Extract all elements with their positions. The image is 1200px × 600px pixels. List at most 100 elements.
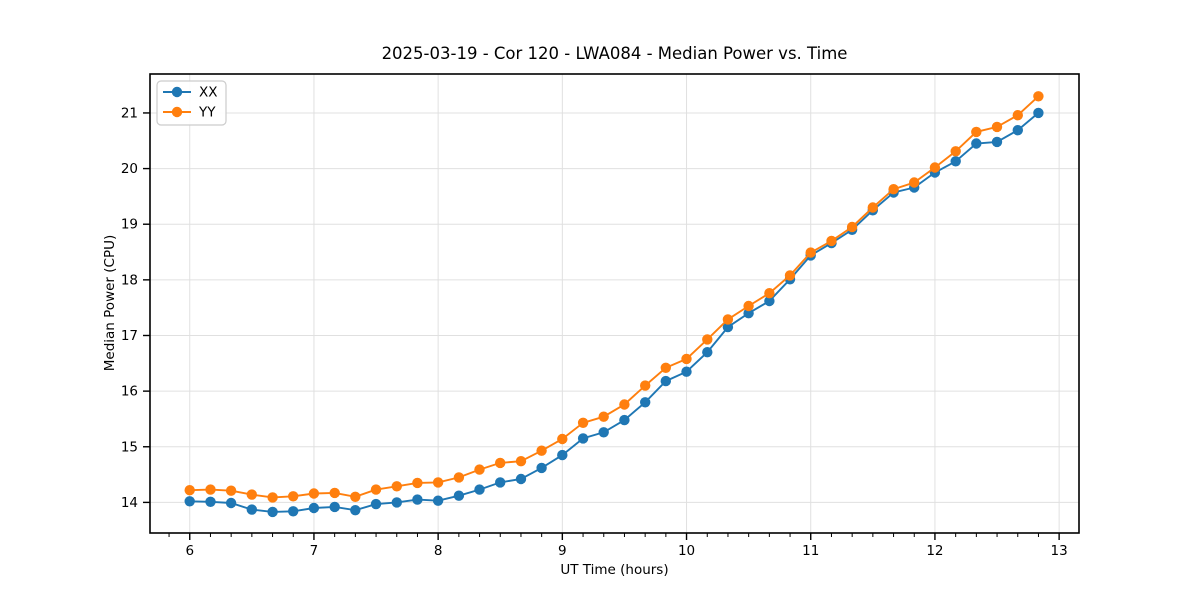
marker-yy [267,492,278,503]
marker-yy [681,353,692,365]
marker-xx [515,473,527,485]
marker-yy [598,411,609,422]
marker-yy [370,484,382,495]
marker-xx [950,156,961,167]
marker-yy [205,484,216,495]
marker-xx [991,136,1003,148]
marker-yy [846,221,858,233]
y-tick-label: 19 [121,217,138,233]
marker-yy [246,489,257,500]
x-tick-label: 13 [1051,543,1068,559]
y-tick-label: 15 [121,439,138,455]
marker-xx [1012,125,1023,136]
marker-xx [619,414,630,426]
series-line-yy [189,95,1040,499]
marker-yy [225,485,237,496]
marker-xx [495,477,506,488]
marker-xx [764,295,775,307]
legend-sample-marker-yy [171,106,183,118]
marker-yy [474,464,485,475]
marker-yy [391,481,402,492]
marker-yy [308,488,320,499]
x-tick-label: 9 [558,543,567,559]
marker-xx [681,366,692,377]
marker-yy [929,162,941,173]
marker-yy [640,380,651,391]
marker-yy [619,399,630,410]
marker-yy [826,235,837,247]
marker-xx [267,506,278,518]
legend-label-yy: YY [198,105,216,121]
y-tick-label: 18 [121,272,138,288]
marker-yy [950,146,961,157]
axes-spines [149,73,1080,534]
marker-yy [288,491,299,502]
marker-xx [308,502,320,514]
marker-yy [660,362,671,373]
y-tick-label: 16 [121,384,138,400]
marker-xx [225,497,237,509]
x-axis-label: UT Time (hours) [560,562,669,578]
x-tick-label: 10 [678,543,695,559]
marker-yy [329,487,340,499]
marker-yy [722,314,734,325]
marker-xx [702,347,713,358]
y-tick-label: 21 [121,105,138,121]
marker-yy [536,445,547,456]
marker-yy [495,457,506,469]
marker-xx [722,321,734,333]
marker-yy [867,202,878,213]
marker-yy [412,477,423,489]
marker-xx [246,504,257,515]
marker-xx [391,497,402,508]
x-tick-label: 6 [185,543,194,559]
marker-yy [784,270,796,281]
marker-xx [453,490,465,501]
legend-sample-marker-xx [171,86,183,98]
marker-xx [184,496,195,507]
marker-xx [640,397,651,408]
marker-yy [432,477,444,488]
marker-xx [536,462,547,474]
marker-xx [598,427,609,438]
marker-xx [577,433,589,444]
x-tick-label: 12 [926,543,943,559]
marker-xx [743,308,754,319]
marker-yy [805,247,816,258]
x-tick-label: 8 [434,543,443,559]
marker-yy [909,177,920,188]
marker-xx [205,496,216,507]
marker-xx [971,138,982,149]
marker-xx [1033,107,1044,119]
marker-yy [743,300,754,312]
x-tick-label: 7 [310,543,319,559]
marker-yy [1012,110,1023,121]
marker-yy [453,472,465,483]
marker-xx [329,501,340,513]
series-line-xx [189,112,1040,513]
y-tick-label: 14 [121,495,138,511]
marker-yy [1033,91,1044,102]
marker-xx [350,505,361,516]
marker-xx [432,495,444,506]
marker-yy [764,288,775,299]
marker-yy [557,433,568,445]
marker-yy [888,184,899,195]
x-tick-label: 11 [802,543,819,559]
marker-yy [971,126,982,138]
marker-xx [288,506,299,517]
y-tick-label: 20 [121,161,138,177]
y-tick-label: 17 [121,328,138,344]
marker-xx [370,498,382,510]
marker-xx [660,375,671,387]
marker-xx [557,449,568,461]
marker-xx [412,494,423,505]
marker-xx [474,484,485,495]
marker-yy [515,456,527,467]
chart-title: 2025-03-19 - Cor 120 - LWA084 - Median P… [381,44,848,63]
marker-yy [184,485,195,496]
marker-yy [702,334,713,345]
marker-yy [350,491,361,502]
